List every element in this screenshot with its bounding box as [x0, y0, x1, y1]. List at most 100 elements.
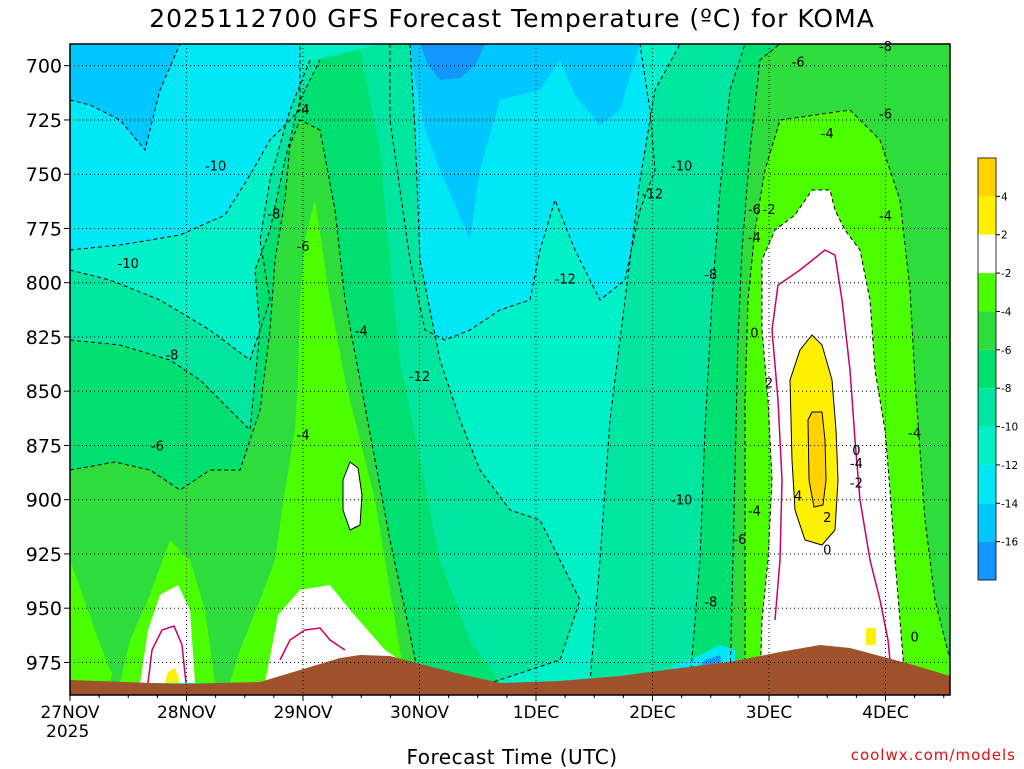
contour-label: -6: [748, 203, 761, 218]
colorbar-bin: [978, 349, 996, 389]
x-axis: 27NOV 28NOV 29NOV 30NOV 1DEC 2DEC 3DEC 4DEC: [40, 695, 945, 723]
x-axis-label: Forecast Time (UTC): [406, 745, 618, 769]
contour-label-text: -4: [297, 429, 310, 444]
credit-link[interactable]: coolwx.com/models: [850, 746, 1016, 764]
x-tick-label: 29NOV: [273, 703, 332, 723]
contour-label: -10: [118, 257, 139, 272]
contour-label: -12: [409, 370, 430, 385]
contour-label-text: -4: [908, 426, 921, 441]
y-tick-label: 875: [26, 435, 62, 457]
colorbar-bin: [978, 196, 996, 235]
contour-label-text: -6: [879, 107, 892, 122]
x-tick-label: 3DEC: [746, 703, 793, 723]
contour-label: 4: [794, 489, 802, 504]
chart-title: 2025112700 GFS Forecast Temperature (ºC)…: [149, 4, 875, 33]
contour-label-text: 2: [823, 511, 831, 526]
contour-label: -6: [151, 439, 164, 454]
contour-label-text: -4: [297, 103, 310, 118]
contour-line: [729, 44, 781, 684]
contour-label-text: -6: [733, 533, 746, 548]
colorbar-tick-label: -12: [1001, 460, 1018, 472]
contour-label: 0: [823, 544, 831, 559]
colorbar-tick-label: -4: [1001, 306, 1012, 318]
colorbar-tick-label: 2: [1001, 230, 1008, 242]
contour-label: -4: [850, 457, 863, 472]
plus4-contour-east: [807, 411, 827, 508]
contour-label-text: -10: [118, 257, 139, 272]
band-minus4-west: [70, 200, 405, 683]
y-tick-label: 725: [26, 110, 62, 132]
contour-label-text: -8: [165, 348, 178, 363]
contour-label-text: -8: [704, 596, 717, 611]
y-tick-label: 825: [26, 327, 62, 349]
colorbar: 4 2 -2 -4 -6 -8 -10 -12 -14 -16: [977, 157, 1018, 581]
colorbar-tick-label: -2: [1001, 268, 1011, 280]
contour-line: [389, 44, 656, 341]
contour-label: -8: [879, 40, 892, 55]
y-tick-label: 775: [26, 218, 62, 240]
zero-contour-29nov: [279, 627, 346, 661]
x-tick-label: 27NOV: [40, 703, 99, 723]
contour-label-text: -2: [850, 476, 863, 491]
contour-label-text: -12: [409, 370, 430, 385]
colorbar-bin: [978, 388, 996, 427]
contour-line: [70, 119, 421, 684]
contour-label-text: -8: [704, 268, 717, 283]
band-plus2-small: [866, 628, 876, 645]
grid: [70, 44, 950, 695]
x-tick-label: 2DEC: [629, 703, 676, 723]
colorbar-bin: [978, 464, 996, 504]
contour-label-text: 0: [750, 327, 758, 342]
contour-label-text: -4: [748, 231, 761, 246]
contour-label-text: -4: [850, 457, 863, 472]
contour-label: -4: [908, 426, 921, 441]
contour-label: -10: [671, 160, 692, 175]
contour-label: -4: [748, 505, 761, 520]
contour-line: [70, 59, 321, 432]
contour-label-text: -6: [297, 240, 310, 255]
bubble-contour: [342, 461, 363, 531]
plus2-contour-east: [789, 334, 839, 546]
x-tick-label: 30NOV: [390, 703, 449, 723]
y-tick-label: 975: [26, 652, 62, 674]
contour-label: -8: [704, 596, 717, 611]
contour-label: -4: [879, 209, 892, 224]
band-minus16-center: [410, 44, 640, 240]
contour-lines: [70, 44, 950, 684]
x-axis-year: 2025: [46, 722, 90, 742]
colorbar-bin: [978, 426, 996, 465]
contour-label: -10: [671, 494, 692, 509]
contour-label-text: -4: [879, 209, 892, 224]
band-plus4-east: [808, 412, 826, 507]
contour-label: -4: [297, 429, 310, 444]
contour-label-text: 0: [823, 544, 831, 559]
y-tick-label: 925: [26, 544, 62, 566]
band-warm-29nov-bubble: [343, 462, 362, 530]
band-minus16-left: [70, 44, 180, 150]
contour-label-text: 0: [910, 630, 918, 645]
x-tick-label: 1DEC: [513, 703, 560, 723]
y-tick-label: 750: [26, 164, 62, 186]
x-tick-label: 4DEC: [862, 703, 909, 723]
band-minus18-center: [420, 44, 485, 80]
contour-label: 0: [910, 630, 918, 645]
zero-contour-cone: [147, 625, 187, 684]
contour-label: -6: [733, 533, 746, 548]
contour-label-text: -12: [555, 272, 576, 287]
contour-label: -4: [297, 103, 310, 118]
colorbar-tick-label: -6: [1001, 345, 1012, 357]
colorbar-tick-label: 4: [1001, 191, 1008, 203]
contour-label-text: 0: [852, 444, 860, 459]
band-warm-cone-white: [140, 585, 195, 683]
contour-label: -10: [205, 160, 226, 175]
contour-line: [759, 189, 906, 684]
plot-frame: [69, 43, 951, 696]
colorbar-bin: [978, 273, 996, 312]
contour-label-text: -6: [748, 203, 761, 218]
contour-label: -4: [821, 127, 834, 142]
y-tick-label: 800: [26, 273, 62, 295]
contour-label: -12: [555, 272, 576, 287]
contour-line: [409, 44, 581, 684]
contour-label: -6: [297, 240, 310, 255]
